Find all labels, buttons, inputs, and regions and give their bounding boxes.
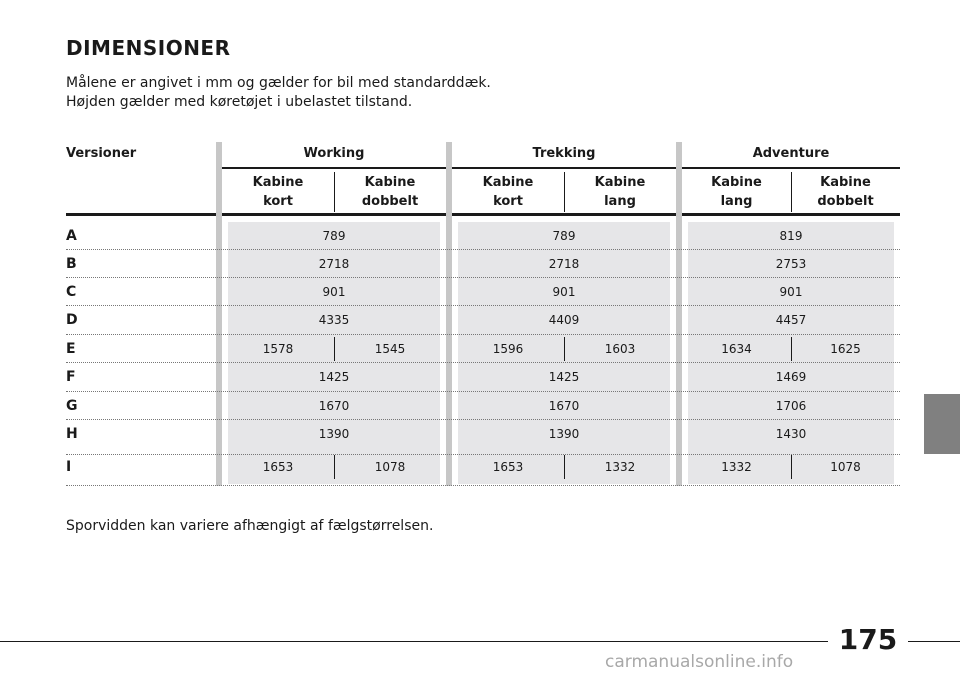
subheader-line: Kabine: [364, 175, 416, 190]
value-cell: 1578: [262, 342, 294, 356]
value-separator: [334, 455, 335, 479]
subheader-cell: Kabine kort: [222, 173, 334, 213]
subheader-line: dobbelt: [361, 194, 419, 209]
row-label: H: [66, 426, 78, 442]
subheader-cell: Kabine kort: [452, 173, 564, 213]
subheader-line: Kabine: [594, 175, 646, 190]
row-label: B: [66, 256, 77, 272]
versions-header: Versioner: [66, 146, 137, 161]
intro-line: Målene er angivet i mm og gælder for bil…: [66, 75, 491, 91]
subheader-line: Kabine: [820, 175, 871, 190]
value-cell: 1653: [492, 460, 524, 474]
subheader-line: lang: [604, 194, 636, 209]
value-cell: 1625: [830, 342, 861, 356]
subheader-cell: Kabine lang: [682, 173, 791, 213]
row-separator: [66, 419, 900, 420]
value-cell: 1425: [548, 370, 580, 384]
group-header-2: Adventure: [752, 146, 830, 161]
group-header-rule: [222, 167, 900, 169]
subheader-line: lang: [720, 194, 753, 209]
value-separator: [564, 337, 565, 361]
row-label: E: [66, 341, 76, 357]
value-cell: 4335: [318, 313, 350, 327]
row-separator: [66, 334, 900, 335]
value-cell: 1390: [318, 427, 350, 441]
row-separator: [66, 362, 900, 363]
value-cell: 1670: [318, 399, 350, 413]
subheader-separator: [334, 172, 335, 212]
row-label: I: [66, 459, 72, 475]
value-cell: 1596: [492, 342, 524, 356]
group-divider-bar: [446, 142, 452, 486]
value-cell: 2718: [548, 257, 580, 271]
value-cell: 1078: [374, 460, 406, 474]
group-divider-bar: [676, 142, 682, 486]
subheader-cell: Kabine lang: [564, 173, 676, 213]
value-cell: 1653: [262, 460, 294, 474]
value-cell: 901: [322, 285, 346, 299]
value-cell: 4457: [775, 313, 807, 327]
bottom-rule: [0, 641, 960, 642]
page-number: 175: [828, 622, 908, 658]
value-cell: 901: [779, 285, 803, 299]
subheader-line: Kabine: [482, 175, 534, 190]
value-cell: 1545: [374, 342, 406, 356]
value-cell: 1634: [721, 342, 752, 356]
group-header-1: Trekking: [532, 146, 596, 161]
value-cell: 1332: [721, 460, 752, 474]
header-bottom-rule: [66, 213, 900, 216]
row-separator: [66, 454, 900, 455]
value-cell: 1390: [548, 427, 580, 441]
value-separator: [334, 337, 335, 361]
subheader-line: kort: [263, 194, 293, 209]
value-cell: 2718: [318, 257, 350, 271]
value-cell: 789: [552, 229, 576, 243]
value-cell: 1425: [318, 370, 350, 384]
subheader-line: Kabine: [252, 175, 304, 190]
value-cell: 1706: [775, 399, 807, 413]
row-label: D: [66, 312, 78, 328]
row-label: C: [66, 284, 77, 300]
value-cell: 1332: [604, 460, 636, 474]
value-cell: 1078: [830, 460, 861, 474]
row-separator: [66, 249, 900, 250]
subheader-cell: Kabine dobbelt: [334, 173, 446, 213]
subheader-separator: [791, 172, 792, 212]
value-cell: 1430: [775, 427, 807, 441]
row-label: A: [66, 228, 77, 244]
value-cell: 901: [552, 285, 576, 299]
intro-line: Højden gælder med køretøjet i ubelastet …: [66, 94, 413, 110]
value-cell: 1670: [548, 399, 580, 413]
row-separator: [66, 391, 900, 392]
value-separator: [564, 455, 565, 479]
row-label: G: [66, 398, 78, 414]
footnote: Sporvidden kan variere afhængigt af fælg…: [66, 518, 434, 534]
group-divider-bar: [216, 142, 222, 486]
subheader-line: kort: [493, 194, 523, 209]
group-header-0: Working: [303, 146, 365, 161]
value-cell: 789: [322, 229, 346, 243]
row-label: F: [66, 369, 76, 385]
intro-text: Målene er angivet i mm og gælder for bil…: [66, 74, 491, 112]
value-cell: 4409: [548, 313, 580, 327]
watermark: carmanualsonline.info: [605, 652, 794, 672]
value-cell: 1603: [604, 342, 636, 356]
value-cell: 2753: [775, 257, 807, 271]
subheader-cell: Kabine dobbelt: [791, 173, 900, 213]
value-cell: 819: [779, 229, 803, 243]
row-separator: [66, 485, 900, 486]
row-separator: [66, 305, 900, 306]
value-cell: 1469: [775, 370, 807, 384]
subheader-line: dobbelt: [817, 194, 874, 209]
section-tab: [924, 394, 960, 454]
page-title: DIMENSIONER: [66, 36, 231, 60]
subheader-line: Kabine: [711, 175, 762, 190]
value-separator: [791, 455, 792, 479]
value-separator: [791, 337, 792, 361]
subheader-separator: [564, 172, 565, 212]
row-separator: [66, 277, 900, 278]
